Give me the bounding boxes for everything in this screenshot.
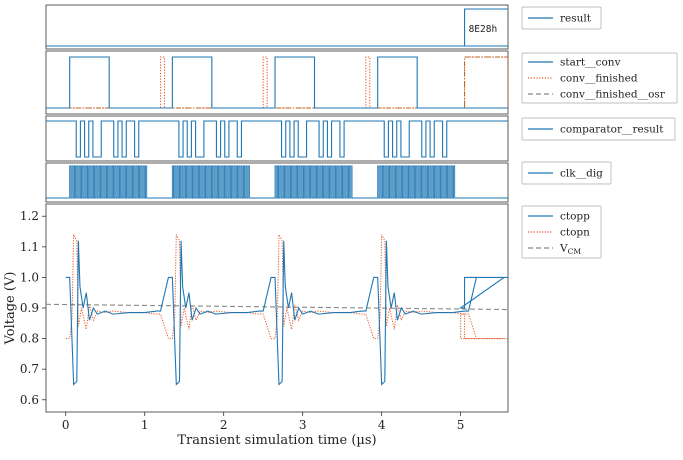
comparator-trace-group: [46, 120, 508, 158]
y-tick-label: 0.7: [20, 362, 39, 376]
y-tick-label: 0.6: [20, 393, 39, 407]
x-tick-label: 3: [299, 418, 307, 432]
clk-trace-group: [46, 165, 508, 199]
series-ctopn-line: [65, 234, 508, 340]
y-axis-label: Voltage (V): [3, 272, 18, 346]
x-tick-label: 2: [220, 418, 228, 432]
legend-voltage: ctopp ctopn VCM: [521, 205, 602, 259]
conv-finished-osr-line: [46, 56, 508, 109]
voltage-trace-group: [45, 234, 509, 386]
x-axis-label: Transient simulation time (µs): [177, 433, 376, 448]
legend-label-conv-finished-osr: conv__finished__osr: [560, 89, 666, 101]
legend-label-ctopp: ctopp: [560, 211, 590, 223]
x-tick-label: 5: [457, 418, 465, 432]
result-bus-line: [46, 8, 508, 47]
y-tick-label: 0.9: [20, 301, 39, 315]
start-conv-trace-group: [46, 56, 509, 109]
axes-group: 0.6 0.7 0.8 0.9 1.0 1.1 1.2 0 1 2 3 4 5: [20, 209, 465, 432]
panel-voltage-frame: [45, 203, 509, 413]
legend-label-ctopn: ctopn: [560, 227, 590, 239]
x-tick-label: 0: [62, 418, 70, 432]
panel-start-conv-frame: [45, 50, 509, 115]
legend-comparator: comparator__result: [521, 117, 676, 141]
legend-label-comparator-result: comparator__result: [560, 124, 664, 136]
legend-result: result: [521, 6, 602, 30]
panel-result-frame: [45, 4, 509, 50]
x-tick-label: 4: [378, 418, 386, 432]
legend-label-clk-dig: clk__dig: [560, 168, 603, 180]
clk-dig-line: [46, 165, 508, 199]
legend-label-vcm: VCM: [559, 243, 581, 257]
result-bus-value: 8E28h: [469, 24, 498, 35]
x-tick-label: 1: [141, 418, 149, 432]
conv-finished-line: [46, 56, 509, 109]
start-conv-line: [46, 56, 508, 109]
y-tick-label: 1.2: [20, 209, 39, 223]
legend-start-conv: start__conv conv__finished conv__finishe…: [521, 52, 678, 104]
panel-comparator-frame: [45, 115, 509, 162]
y-tick-label: 1.1: [20, 240, 39, 254]
legend-label-start-conv: start__conv: [560, 57, 621, 69]
y-tick-label: 1.0: [20, 270, 39, 284]
series-vcm-line: [45, 303, 509, 311]
result-trace-group: [46, 8, 508, 47]
comparator-result-line: [46, 120, 508, 158]
legend-clk: clk__dig: [521, 161, 612, 185]
legend-label-conv-finished: conv__finished: [560, 73, 638, 85]
panel-clk-frame: [45, 162, 509, 203]
series-ctopp-line: [65, 240, 508, 386]
y-tick-label: 0.8: [20, 332, 39, 346]
legend-label-result: result: [560, 13, 592, 25]
